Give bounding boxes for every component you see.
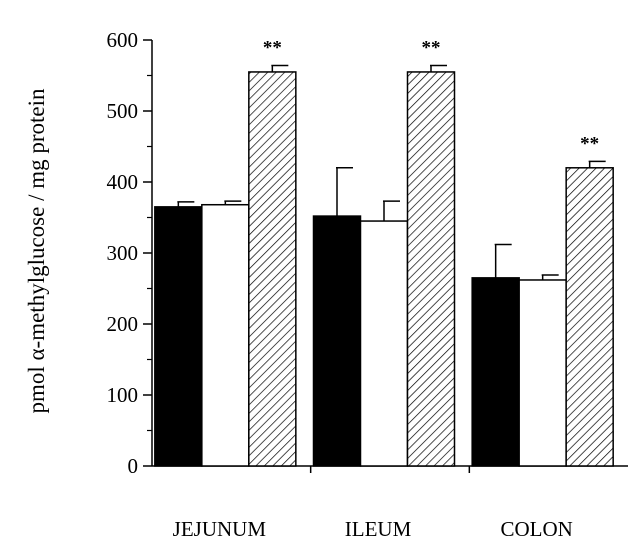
bar-jejunum-2: [201, 203, 250, 467]
bar-colon-1: [471, 277, 520, 467]
significance-annotation: **: [580, 133, 599, 154]
bar-jejunum-3: [248, 71, 297, 467]
y-tick-label: 0: [128, 454, 139, 478]
y-tick-label: 500: [107, 99, 139, 123]
x-category-label: COLON: [500, 517, 572, 541]
bar-ileum-1: [312, 215, 362, 467]
y-tick-label: 300: [107, 241, 139, 265]
bar-ileum-2: [359, 220, 409, 467]
y-tick-label: 200: [107, 312, 139, 336]
y-axis-label: pmol α-methylglucose / mg protein: [24, 88, 49, 414]
bar-ileum-3: [406, 71, 456, 467]
bar-colon-3: [565, 167, 614, 467]
bar-jejunum-1: [154, 206, 203, 467]
significance-annotation: **: [422, 38, 441, 59]
x-category-label: JEJUNUM: [173, 517, 267, 541]
y-tick-label: 100: [107, 383, 139, 407]
x-category-label: ILEUM: [345, 517, 412, 541]
y-tick-label: 400: [107, 170, 139, 194]
bar-colon-2: [518, 279, 567, 467]
significance-annotation: **: [263, 38, 282, 59]
y-tick-label: 600: [107, 28, 139, 52]
